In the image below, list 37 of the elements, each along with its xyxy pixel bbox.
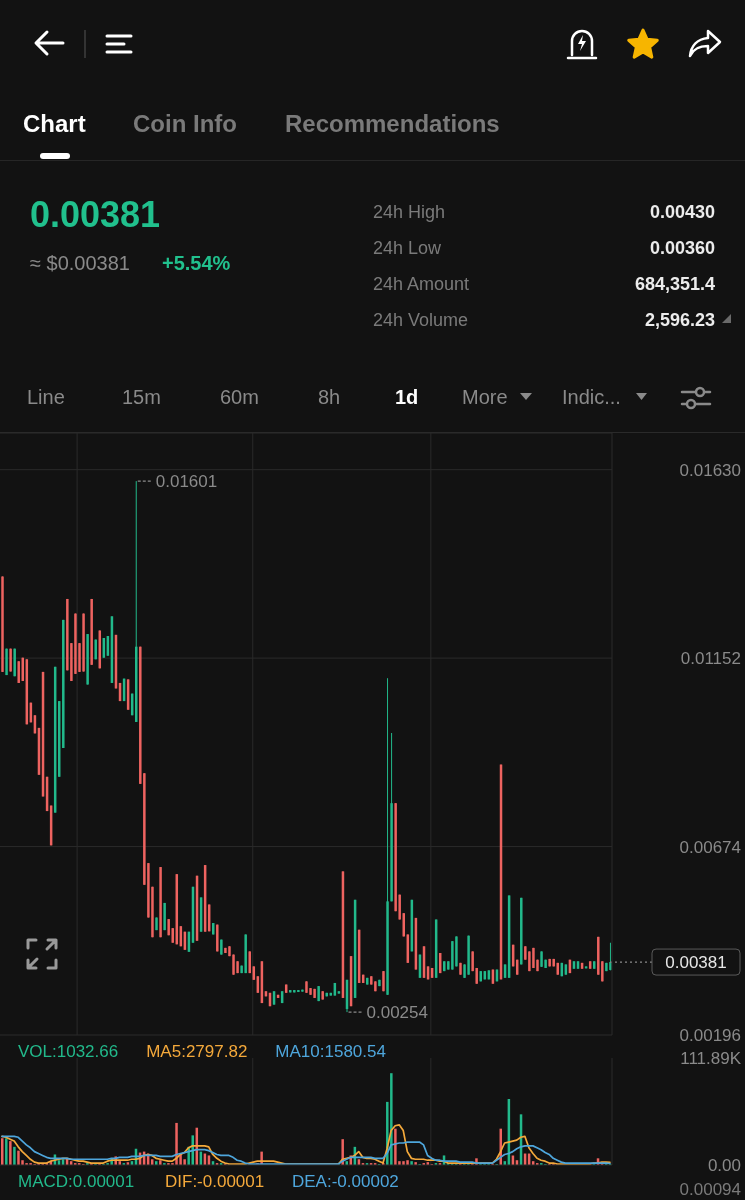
text: MA10:1580.54 (275, 1042, 386, 1061)
text: 60m (220, 385, 259, 409)
text: 2,596.23 (644, 309, 715, 331)
text: Line (27, 385, 65, 409)
text: DIF:-0.00001 (165, 1172, 265, 1192)
text: ≈ $0.00381 (30, 251, 130, 275)
text: DEA:-0.00002 (292, 1172, 399, 1192)
text: 1d (395, 385, 419, 409)
y-tick-label: 0.00 (707, 1155, 741, 1175)
text: Chart (23, 110, 86, 138)
text: MACD:0.00001 (18, 1172, 135, 1192)
text: MA5:2797.82 (146, 1042, 248, 1061)
text: +5.54% (162, 251, 231, 275)
text: Coin Info (133, 110, 237, 138)
text: Indic... (562, 385, 621, 409)
text: 15m (122, 385, 161, 409)
text: 24h Amount (373, 273, 470, 295)
text: 8h (318, 385, 341, 409)
y-tick-label: 0.01152 (680, 649, 741, 669)
text: 24h Volume (373, 309, 469, 331)
text: 0.00360 (649, 237, 715, 259)
text: VOL:1032.66 (18, 1042, 119, 1061)
ref-line-label: 0.00381 (665, 953, 727, 973)
y-tick-label: 0.01630 (679, 460, 741, 480)
annotation: 0.01601 (155, 472, 218, 492)
text: 684,351.4 (634, 273, 715, 295)
text: 0.00381 (30, 194, 161, 236)
annotation: 0.00254 (366, 1003, 428, 1023)
text: Recommendations (285, 110, 500, 138)
text: 24h High (373, 201, 446, 223)
text: 0.00430 (649, 201, 715, 223)
text: More (462, 385, 508, 409)
y-tick-label: 0.00196 (679, 1025, 741, 1045)
y-tick-label: 0.00674 (679, 837, 741, 857)
y-tick-label: 111.89K (680, 1048, 742, 1068)
text: 0.00094 (679, 1180, 741, 1200)
text: 24h Low (373, 237, 442, 259)
